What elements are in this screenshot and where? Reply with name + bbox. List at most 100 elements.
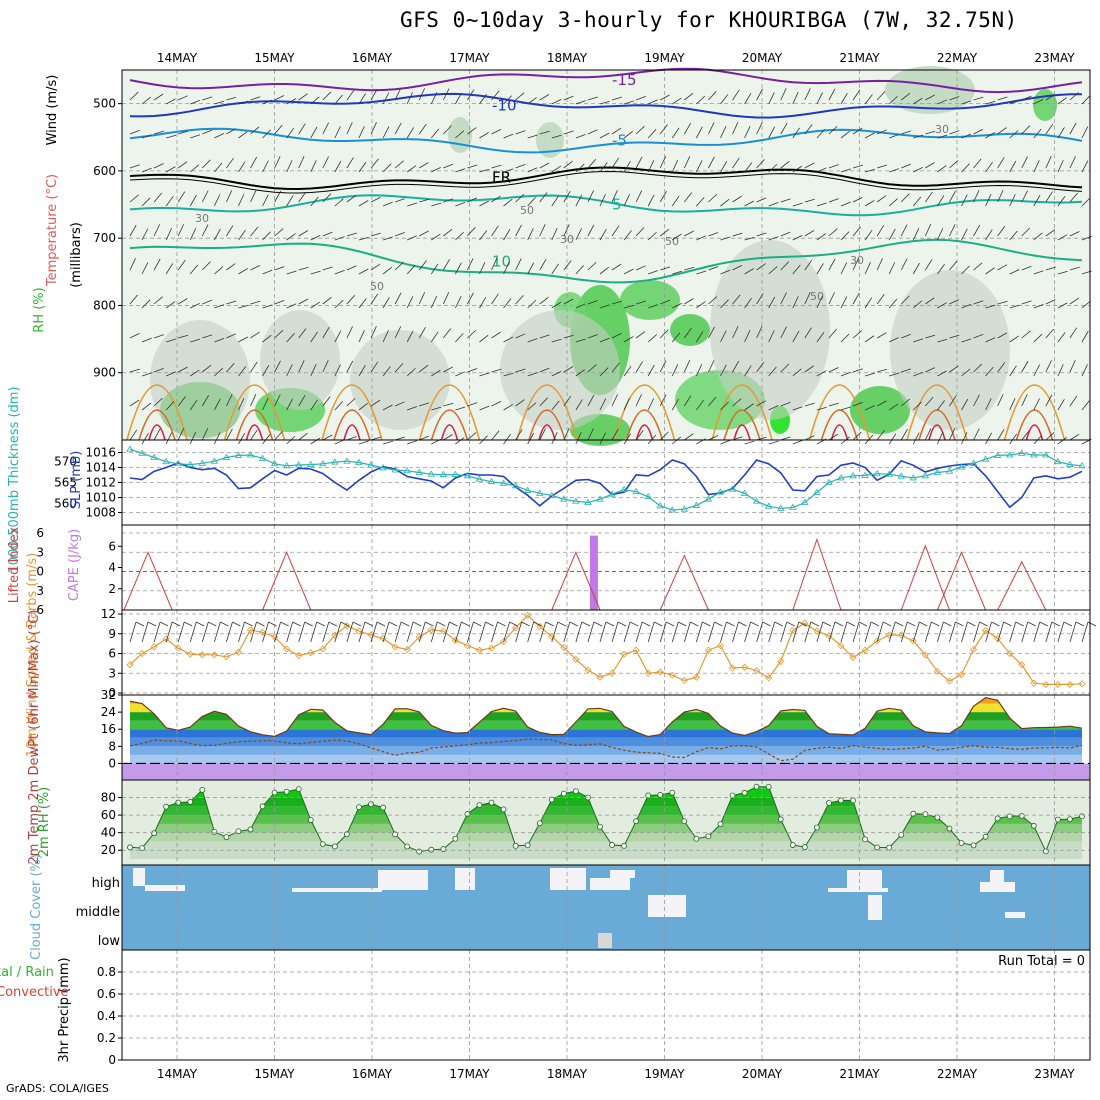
wind-barb	[1069, 231, 1080, 237]
wind-barb	[491, 164, 502, 169]
wind-barb	[720, 439, 731, 445]
wind-barb	[527, 134, 538, 139]
wind-barb	[683, 123, 692, 135]
wind-barb	[165, 432, 173, 445]
wind-barb	[599, 367, 609, 377]
wind-speed-point	[451, 636, 459, 644]
wind-barb	[949, 96, 960, 101]
rh-point	[717, 821, 724, 828]
wind-barb	[913, 371, 924, 377]
precip-legend-convective: Convective	[0, 985, 69, 1000]
clear-sky-patch	[590, 878, 630, 890]
surface-wind-barb	[852, 621, 860, 643]
wind-barb	[226, 394, 233, 407]
rh-point	[826, 800, 832, 806]
wind-barb	[503, 133, 514, 139]
thickness-point	[1054, 457, 1062, 465]
wind-barb	[238, 304, 249, 309]
surface-wind-barb	[1033, 621, 1041, 643]
surface-wind-barb	[364, 621, 374, 627]
surface-wind-barb	[834, 621, 844, 627]
wind-barb	[539, 428, 546, 441]
wind-barb	[756, 159, 765, 169]
wind-barb	[262, 334, 272, 343]
wind-barb	[961, 338, 972, 343]
surface-wind-barb	[617, 621, 627, 627]
wind-barb	[756, 88, 763, 101]
surface-wind-barb	[376, 621, 386, 627]
y-tick-label: 1014	[85, 461, 116, 475]
wind-speed-point	[234, 648, 243, 656]
wind-barb	[816, 331, 825, 343]
wind-barb	[467, 164, 478, 169]
wind-barb	[503, 298, 512, 309]
wind-barb	[804, 435, 815, 441]
wind-barb	[491, 195, 501, 203]
surface-wind-barb	[442, 621, 450, 643]
cloud-panel: high middle low	[76, 864, 1091, 951]
wind-barb	[985, 194, 992, 207]
wind-barb	[1081, 330, 1089, 343]
wind-barb	[575, 432, 582, 445]
wind-speed-point	[765, 674, 773, 682]
wind-barb	[997, 190, 1004, 203]
rh-point	[452, 835, 459, 842]
thickness-point	[391, 466, 399, 473]
wind-barb	[262, 231, 271, 241]
wind-barb	[298, 395, 306, 407]
wind-barb	[479, 230, 488, 241]
wind-speed-point	[692, 673, 700, 681]
wind-barb	[370, 232, 381, 237]
wind-barb	[153, 368, 164, 373]
surface-wind-barb	[196, 621, 205, 627]
bottom-date-label: 20MAY	[742, 1067, 783, 1081]
wind-barb	[756, 400, 767, 407]
wind-barb	[346, 89, 355, 101]
wind-barb	[611, 263, 622, 271]
wind-barb	[563, 191, 571, 203]
wind-barb	[418, 260, 427, 271]
wind-barb	[515, 399, 525, 407]
wind-barb	[913, 300, 923, 309]
rh-point	[934, 814, 941, 821]
thickness-tick-label: 560	[54, 496, 77, 510]
surface-wind-barb	[533, 621, 542, 627]
rh-point	[922, 811, 929, 818]
wind-barb	[539, 259, 547, 271]
temp-band	[130, 697, 1082, 704]
wind-barb	[985, 337, 996, 343]
y-tick-label: 1016	[85, 446, 116, 460]
surface-wind-barb	[653, 621, 663, 627]
wind-barb	[286, 303, 297, 309]
wind-barb	[756, 326, 763, 339]
surface-wind-barb	[244, 621, 253, 627]
wind-barb	[298, 93, 308, 101]
wind-barb	[491, 400, 502, 407]
thickness-point	[716, 488, 725, 495]
wind-barb	[732, 157, 740, 169]
wind-barb	[141, 372, 152, 377]
wind-barb	[720, 269, 731, 275]
wind-barb	[274, 190, 282, 203]
thickness-point	[258, 454, 267, 461]
wind-barb	[672, 270, 683, 275]
wind-barb	[828, 198, 839, 203]
wind-barb	[696, 197, 705, 207]
wind-barb	[961, 398, 969, 411]
wind-barb	[370, 361, 379, 373]
hot-isotherm	[928, 424, 946, 441]
rh2m-axis-label: 2m RH (%)	[37, 787, 52, 858]
wind-barb	[491, 293, 499, 305]
y-tick-label: 12	[101, 607, 116, 621]
wind-barb	[768, 330, 775, 343]
surface-wind-barb	[804, 621, 812, 643]
wind-barb	[1069, 360, 1076, 373]
rh-point	[404, 843, 411, 850]
thickness-point	[656, 502, 664, 509]
isotherm-label: 10	[492, 253, 511, 271]
hot-isotherm	[538, 424, 556, 441]
y-tick-label: 8	[108, 739, 116, 753]
surface-wind-barb	[726, 621, 735, 627]
wind-barb	[406, 127, 415, 139]
wind-barb	[527, 97, 537, 105]
